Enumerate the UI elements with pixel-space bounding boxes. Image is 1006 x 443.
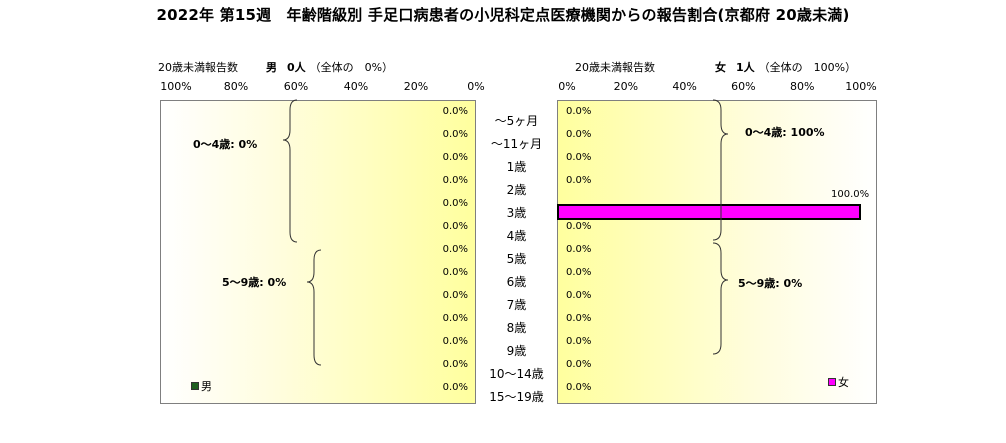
female-data-label: 0.0% — [566, 221, 592, 232]
female-group-0-4-label: 0～4歳: 100% — [745, 126, 825, 139]
male-share: （全体の 0%） — [309, 61, 394, 74]
male-data-label: 0.0% — [442, 244, 468, 255]
right-tick-label: 80% — [789, 80, 815, 93]
left-tick-label: 40% — [343, 80, 369, 93]
bracket-male-0-4 — [282, 99, 298, 243]
legend-male-swatch — [191, 382, 199, 390]
legend-female: 女 — [828, 374, 849, 390]
male-data-label: 0.0% — [442, 129, 468, 140]
legend-male: 男 — [191, 378, 212, 394]
category-label: ～5ヶ月 — [494, 114, 539, 128]
category-label: 7歳 — [506, 298, 527, 312]
category-label: 10～14歳 — [489, 367, 544, 381]
female-data-label: 0.0% — [566, 290, 592, 301]
legend-female-swatch — [828, 378, 836, 386]
legend-male-label: 男 — [201, 380, 212, 393]
male-count: 0人 — [287, 61, 306, 74]
left-tick-label: 100% — [160, 80, 192, 93]
female-data-label: 0.0% — [566, 175, 592, 186]
female-header: 20歳未満報告数 女 1人 （全体の 100%） — [575, 59, 856, 75]
left-tick-label: 0% — [467, 80, 485, 93]
male-header: 20歳未満報告数 男 0人 （全体の 0%） — [158, 59, 393, 75]
bracket-female-0-4 — [712, 99, 729, 241]
chart-title: 2022年 第15週 年齢階級別 手足口病患者の小児科定点医療機関からの報告割合… — [156, 6, 850, 24]
right-tick-label: 40% — [672, 80, 697, 93]
female-data-label: 0.0% — [566, 336, 592, 347]
male-data-label: 0.0% — [442, 382, 468, 393]
female-count: 1人 — [736, 61, 755, 74]
female-data-label: 0.0% — [566, 359, 592, 370]
female-data-label: 0.0% — [566, 152, 592, 163]
category-label: 9歳 — [506, 344, 527, 358]
category-label: ～11ヶ月 — [490, 137, 543, 151]
category-label: 15～19歳 — [489, 390, 544, 404]
female-data-label: 0.0% — [566, 129, 592, 140]
female-bar — [557, 204, 861, 220]
male-data-label: 0.0% — [442, 290, 468, 301]
female-share: （全体の 100%） — [758, 61, 857, 74]
male-data-label: 0.0% — [442, 267, 468, 278]
category-label: 4歳 — [506, 229, 527, 243]
male-data-label: 0.0% — [442, 336, 468, 347]
female-data-label: 0.0% — [566, 244, 592, 255]
male-data-label: 0.0% — [442, 313, 468, 324]
right-tick-label: 100% — [845, 80, 877, 93]
female-data-label: 100.0% — [831, 189, 870, 200]
left-tick-label: 60% — [283, 80, 309, 93]
right-tick-label: 0% — [558, 80, 576, 93]
male-data-label: 0.0% — [442, 221, 468, 232]
male-data-label: 0.0% — [442, 175, 468, 186]
category-label: 2歳 — [506, 183, 527, 197]
female-data-label: 0.0% — [566, 267, 592, 278]
male-reported-label: 20歳未満報告数 — [158, 61, 238, 74]
male-data-label: 0.0% — [442, 106, 468, 117]
legend-female-label: 女 — [838, 376, 849, 389]
male-data-label: 0.0% — [442, 198, 468, 209]
category-label: 3歳 — [506, 206, 527, 220]
category-label: 8歳 — [506, 321, 527, 335]
male-data-label: 0.0% — [442, 359, 468, 370]
male-sex-label: 男 — [266, 61, 277, 74]
male-group-0-4-label: 0～4歳: 0% — [193, 138, 258, 151]
female-data-label: 0.0% — [566, 106, 592, 117]
male-group-5-9-label: 5～9歳: 0% — [222, 276, 287, 289]
right-tick-label: 20% — [613, 80, 639, 93]
right-tick-label: 60% — [731, 80, 756, 93]
bracket-male-5-9 — [306, 249, 322, 366]
category-label: 5歳 — [506, 252, 527, 266]
left-tick-label: 20% — [403, 80, 429, 93]
male-plot-area — [160, 100, 476, 404]
left-tick-label: 80% — [223, 80, 249, 93]
category-label: 1歳 — [506, 160, 527, 174]
female-reported-label: 20歳未満報告数 — [575, 61, 655, 74]
bracket-female-5-9 — [712, 242, 729, 355]
female-sex-label: 女 — [715, 61, 726, 74]
female-data-label: 0.0% — [566, 313, 592, 324]
male-data-label: 0.0% — [442, 152, 468, 163]
female-group-5-9-label: 5～9歳: 0% — [738, 277, 803, 290]
female-data-label: 0.0% — [566, 382, 592, 393]
category-label: 6歳 — [506, 275, 527, 289]
